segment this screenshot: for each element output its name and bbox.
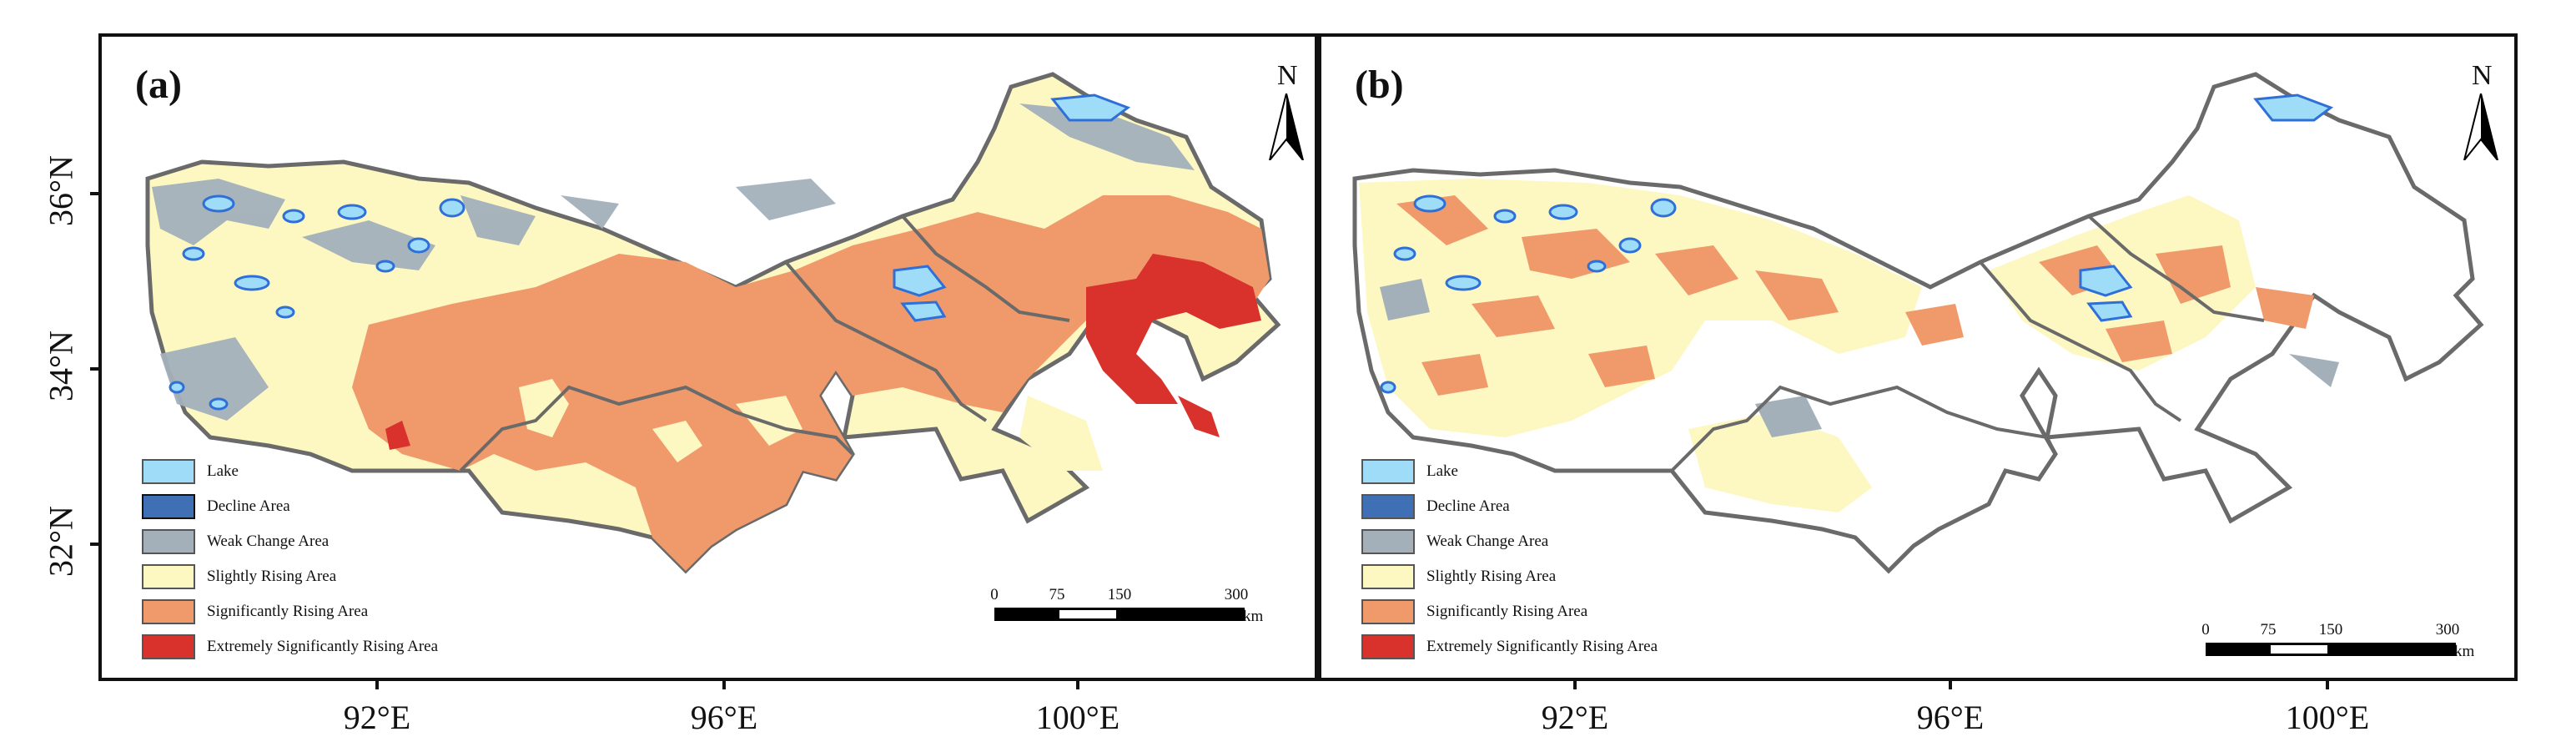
scale-tick: 75 <box>2260 621 2277 638</box>
panel-label-a: (a) <box>135 63 182 107</box>
legend-item: Weak Change Area <box>1361 524 1658 559</box>
scale-bar-a: 0 75 150 300 km <box>990 586 1263 625</box>
lon-tick <box>375 679 379 689</box>
legend-swatch <box>142 634 195 659</box>
north-label: N <box>1277 60 1298 91</box>
legend-swatch <box>1361 494 1415 519</box>
scale-tick: 300 <box>1224 586 1249 603</box>
scale-tick: 0 <box>990 586 999 603</box>
legend-item: Significantly Rising Area <box>1361 594 1658 629</box>
longitude-label: 100°E <box>2285 699 2370 736</box>
north-arrow-icon: N <box>2460 60 2510 185</box>
legend-swatch <box>1361 459 1415 484</box>
lake-features <box>169 93 1131 411</box>
region-map-a <box>145 72 1281 574</box>
lon-tick <box>2326 679 2329 689</box>
legend-item: Slightly Rising Area <box>142 559 438 594</box>
slight-rising-patches <box>1359 179 2256 512</box>
legend-swatch <box>142 599 195 624</box>
longitude-label: 96°E <box>690 699 758 736</box>
legend-swatch <box>142 459 195 484</box>
scale-tick: 150 <box>1107 586 1132 603</box>
longitude-label: 100°E <box>1035 699 1120 736</box>
lon-tick <box>722 679 726 689</box>
latitude-label: 34°N <box>42 331 80 401</box>
region-map-b <box>1352 72 2484 574</box>
legend-swatch <box>1361 599 1415 624</box>
scale-unit: km <box>2454 643 2475 660</box>
legend-item: Decline Area <box>142 489 438 524</box>
lat-tick <box>90 192 100 195</box>
legend-item: Extremely Significantly Rising Area <box>1361 629 1658 664</box>
map-panel-b: (b) N Lake Decline Area Weak Change Area… <box>1318 33 2518 681</box>
legend-item: Lake <box>1361 454 1658 489</box>
longitude-label: 92°E <box>343 699 411 736</box>
scale-tick: 300 <box>2435 621 2460 638</box>
north-label: N <box>2472 60 2493 91</box>
legend-a: Lake Decline Area Weak Change Area Sligh… <box>142 454 438 664</box>
scale-bar-b: 0 75 150 300 km <box>2201 621 2474 660</box>
scale-tick: 0 <box>2201 621 2210 638</box>
scale-tick: 150 <box>2318 621 2343 638</box>
lake-features <box>1380 93 2334 394</box>
legend-item: Slightly Rising Area <box>1361 559 1658 594</box>
legend-item: Significantly Rising Area <box>142 594 438 629</box>
legend-item: Decline Area <box>1361 489 1658 524</box>
legend-swatch <box>142 529 195 554</box>
legend-item: Weak Change Area <box>142 524 438 559</box>
legend-item: Extremely Significantly Rising Area <box>142 629 438 664</box>
scale-tick: 75 <box>1049 586 1065 603</box>
sub-region-boundaries <box>1670 215 2265 472</box>
panel-label-b: (b) <box>1355 63 1404 107</box>
legend-swatch <box>1361 564 1415 589</box>
lat-tick <box>90 543 100 546</box>
lat-tick <box>90 367 100 371</box>
north-arrow-icon: N <box>1265 60 1315 185</box>
latitude-label: 32°N <box>42 506 80 577</box>
scale-unit: km <box>1243 608 1264 625</box>
legend-swatch <box>1361 634 1415 659</box>
weak-change-patches <box>152 103 1195 421</box>
legend-item: Lake <box>142 454 438 489</box>
legend-swatch <box>142 564 195 589</box>
lon-tick <box>1076 679 1079 689</box>
extreme-rising-patches <box>385 254 1261 450</box>
legend-swatch <box>142 494 195 519</box>
sub-region-boundaries <box>459 215 1070 472</box>
legend-swatch <box>1361 529 1415 554</box>
map-panel-a: (a) N Lake Decline Area Weak Change Area… <box>98 33 1318 681</box>
longitude-label: 96°E <box>1916 699 1985 736</box>
weak-change-patches <box>1380 279 2339 437</box>
lon-tick <box>1949 679 1952 689</box>
lon-tick <box>1573 679 1577 689</box>
longitude-label: 92°E <box>1541 699 1609 736</box>
legend-b: Lake Decline Area Weak Change Area Sligh… <box>1361 454 1658 664</box>
latitude-label: 36°N <box>42 155 80 226</box>
